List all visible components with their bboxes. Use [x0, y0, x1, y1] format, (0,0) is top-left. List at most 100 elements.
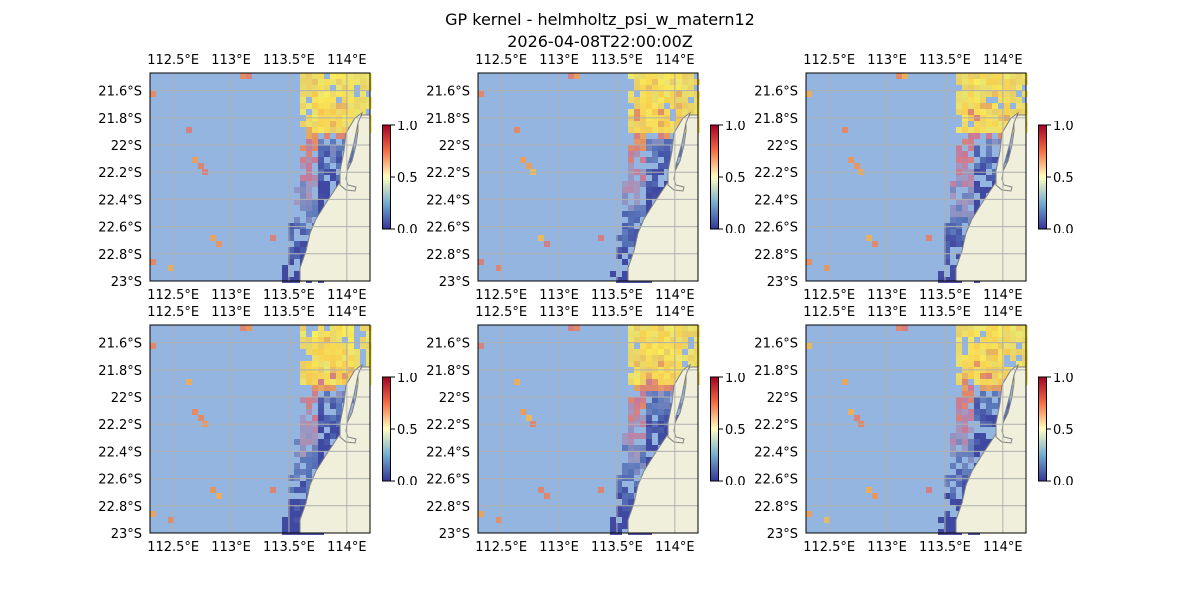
- data-cell: [628, 457, 634, 463]
- data-cell: [980, 109, 986, 115]
- data-cell: [962, 109, 968, 115]
- data-cell: [658, 151, 664, 157]
- data-cell: [1010, 73, 1016, 79]
- data-cell: [300, 331, 306, 337]
- data-cell: [944, 235, 950, 241]
- data-cell: [646, 385, 652, 391]
- plot-frame: [477, 324, 699, 534]
- data-cell: [980, 361, 986, 367]
- data-cell: [634, 205, 640, 211]
- data-cell: [318, 121, 324, 127]
- data-cell: [974, 109, 980, 115]
- data-cell: [962, 403, 968, 409]
- data-cell: [366, 331, 372, 337]
- data-cell: [628, 427, 634, 433]
- data-cell: [986, 163, 992, 169]
- data-cell: [342, 73, 348, 79]
- data-cell: [318, 385, 324, 391]
- data-cell: [962, 199, 968, 205]
- data-cell: [168, 517, 174, 523]
- data-cell: [986, 127, 992, 133]
- data-cell: [634, 97, 640, 103]
- data-cell: [330, 139, 336, 145]
- data-cell: [622, 487, 628, 493]
- data-cell: [658, 163, 664, 169]
- data-cell: [956, 397, 962, 403]
- data-cell: [282, 277, 288, 283]
- data-cell: [294, 451, 300, 457]
- data-cell: [992, 325, 998, 331]
- data-cell: [956, 337, 962, 343]
- data-cell: [306, 403, 312, 409]
- data-cell: [956, 97, 962, 103]
- data-cell: [360, 343, 366, 349]
- data-cell: [312, 79, 318, 85]
- data-cell: [676, 79, 682, 85]
- data-cell: [544, 493, 550, 499]
- data-cell: [336, 397, 342, 403]
- data-cell: [150, 91, 156, 97]
- data-cell: [348, 79, 354, 85]
- data-cell: [646, 121, 652, 127]
- data-cell: [1010, 109, 1016, 115]
- data-cell: [968, 157, 974, 163]
- data-cell: [944, 493, 950, 499]
- data-cell: [652, 97, 658, 103]
- data-cell: [962, 331, 968, 337]
- data-cell: [306, 475, 312, 481]
- plot-frame: [149, 72, 371, 282]
- data-cell: [1022, 349, 1028, 355]
- data-cell: [342, 109, 348, 115]
- data-cell: [956, 181, 962, 187]
- data-cell: [324, 439, 330, 445]
- data-cell: [312, 427, 318, 433]
- data-cell: [336, 121, 342, 127]
- data-cell: [634, 433, 640, 439]
- data-cell: [318, 331, 324, 337]
- data-cell: [974, 361, 980, 367]
- data-cell: [646, 103, 652, 109]
- data-cell: [986, 331, 992, 337]
- data-cell: [980, 193, 986, 199]
- data-cell: [962, 127, 968, 133]
- data-cell: [1010, 331, 1016, 337]
- data-cell: [956, 175, 962, 181]
- data-cell: [980, 157, 986, 163]
- data-cell: [306, 343, 312, 349]
- data-cell: [646, 409, 652, 415]
- lon-tick-label-bottom: 112.5°E: [475, 288, 527, 303]
- data-cell: [634, 121, 640, 127]
- data-cell: [980, 187, 986, 193]
- data-cell: [336, 349, 342, 355]
- data-cell: [664, 79, 670, 85]
- data-cell: [998, 79, 1004, 85]
- lat-tick-label: 23°S: [111, 527, 142, 542]
- data-cell: [968, 79, 974, 85]
- data-cell: [628, 121, 634, 127]
- data-cell: [330, 379, 336, 385]
- data-cell: [312, 415, 318, 421]
- data-cell: [634, 85, 640, 91]
- data-cell: [634, 139, 640, 145]
- data-cell: [956, 127, 962, 133]
- data-cell: [956, 253, 962, 259]
- data-cell: [616, 493, 622, 499]
- data-cell: [658, 187, 664, 193]
- colorbar-gradient: [1038, 376, 1047, 482]
- data-cell: [300, 97, 306, 103]
- data-cell: [628, 145, 634, 151]
- data-cell: [300, 445, 306, 451]
- data-cell: [950, 439, 956, 445]
- data-cell: [306, 139, 312, 145]
- data-cell: [330, 79, 336, 85]
- data-cell: [950, 451, 956, 457]
- lat-tick-label: 21.6°S: [754, 85, 798, 100]
- data-cell: [664, 121, 670, 127]
- data-cell: [324, 127, 330, 133]
- data-cell: [300, 163, 306, 169]
- lon-tick-label-top: 113°E: [211, 53, 251, 68]
- data-cell: [634, 349, 640, 355]
- data-cell: [992, 91, 998, 97]
- data-cell: [306, 85, 312, 91]
- data-cell: [198, 163, 204, 169]
